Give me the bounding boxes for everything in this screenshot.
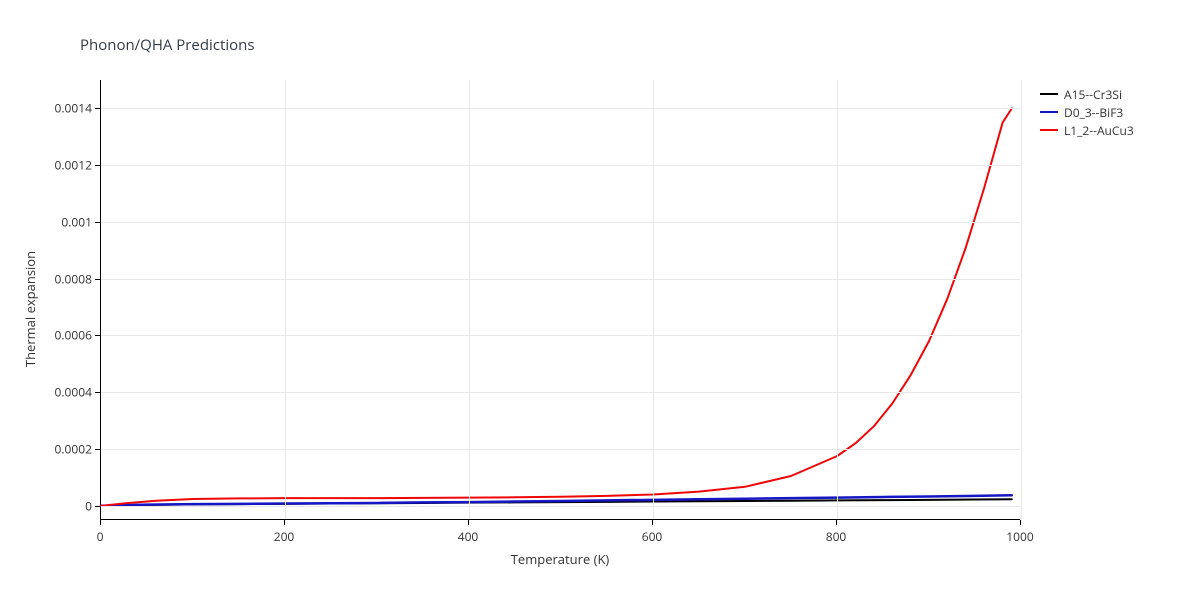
grid-line-horizontal (101, 392, 1020, 393)
x-tick-label: 800 (826, 528, 847, 545)
series-line (101, 108, 1012, 505)
y-tick-mark (95, 392, 100, 393)
legend-swatch (1040, 111, 1058, 114)
grid-line-horizontal (101, 165, 1020, 166)
y-tick-mark (95, 506, 100, 507)
y-tick-label: 0 (85, 497, 92, 514)
y-tick-label: 0.001 (61, 213, 92, 230)
y-tick-label: 0.0012 (55, 157, 92, 174)
grid-line-vertical (285, 80, 286, 519)
legend-item[interactable]: L1_2--AuCu3 (1040, 121, 1134, 139)
legend-item[interactable]: D0_3--BiF3 (1040, 103, 1134, 121)
chart-container: Phonon/QHA Predictions 0 200 400 600 800 1000… (0, 0, 1200, 600)
grid-line-horizontal (101, 108, 1020, 109)
chart-title: Phonon/QHA Predictions (80, 35, 255, 55)
legend-item[interactable]: A15--Cr3Si (1040, 85, 1134, 103)
grid-line-horizontal (101, 506, 1020, 507)
y-tick-mark (95, 165, 100, 166)
y-tick-mark (95, 279, 100, 280)
x-tick-mark (652, 520, 653, 525)
y-tick-mark (95, 222, 100, 223)
grid-line-vertical (1021, 80, 1022, 519)
legend: A15--Cr3SiD0_3--BiF3L1_2--AuCu3 (1040, 85, 1134, 139)
grid-line-horizontal (101, 222, 1020, 223)
y-tick-label: 0.0002 (55, 441, 92, 458)
x-tick-mark (468, 520, 469, 525)
y-tick-label: 0.0004 (55, 384, 92, 401)
y-tick-label: 0.0008 (55, 270, 92, 287)
legend-swatch (1040, 129, 1058, 132)
y-tick-mark (95, 108, 100, 109)
y-tick-label: 0.0014 (55, 100, 92, 117)
y-axis-label: Thermal expansion (21, 251, 39, 367)
x-tick-label: 1000 (1006, 528, 1033, 545)
x-tick-label: 200 (274, 528, 295, 545)
x-tick-mark (836, 520, 837, 525)
x-axis-label: Temperature (K) (511, 550, 610, 568)
x-tick-mark (100, 520, 101, 525)
x-tick-label: 0 (97, 528, 104, 545)
plot-area (100, 80, 1020, 520)
grid-line-horizontal (101, 279, 1020, 280)
grid-line-vertical (469, 80, 470, 519)
legend-swatch (1040, 93, 1058, 96)
x-tick-mark (284, 520, 285, 525)
legend-label: D0_3--BiF3 (1064, 104, 1123, 121)
grid-line-horizontal (101, 449, 1020, 450)
y-tick-mark (95, 335, 100, 336)
legend-label: A15--Cr3Si (1064, 86, 1122, 103)
legend-label: L1_2--AuCu3 (1064, 122, 1134, 139)
x-tick-mark (1020, 520, 1021, 525)
grid-line-horizontal (101, 335, 1020, 336)
y-tick-mark (95, 449, 100, 450)
series-layer (101, 80, 1021, 520)
grid-line-vertical (837, 80, 838, 519)
x-tick-label: 600 (642, 528, 663, 545)
grid-line-vertical (653, 80, 654, 519)
x-tick-label: 400 (458, 528, 479, 545)
y-tick-label: 0.0006 (55, 327, 92, 344)
